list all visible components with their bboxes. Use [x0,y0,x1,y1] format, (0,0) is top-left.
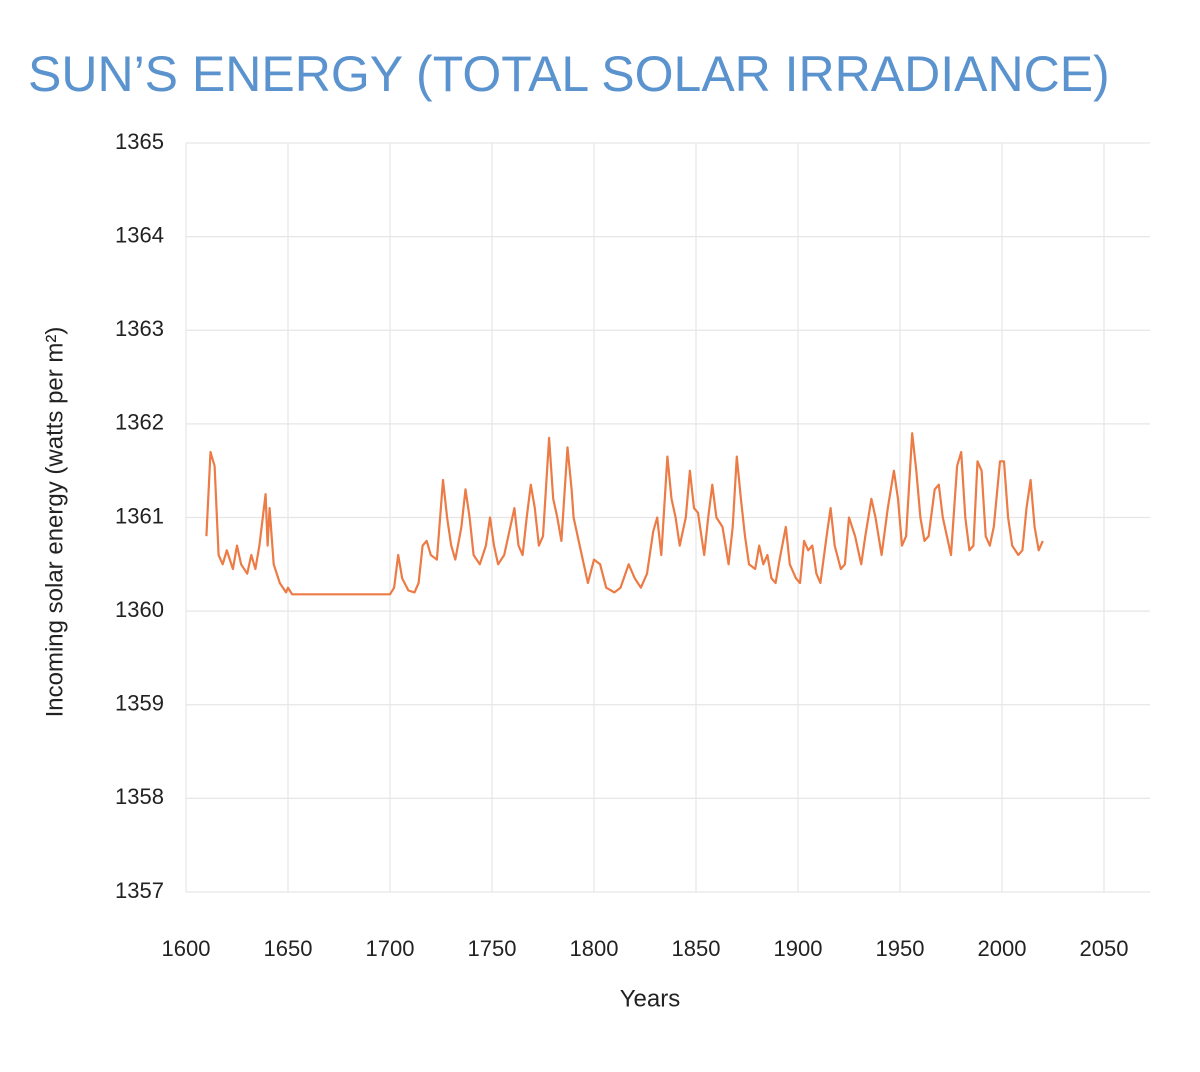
y-tick-label: 1363 [115,316,164,341]
x-tick-label: 2050 [1080,936,1129,961]
x-tick-label: 1900 [774,936,823,961]
y-tick-label: 1360 [115,597,164,622]
x-tick-label: 1950 [876,936,925,961]
y-tick-label: 1365 [115,129,164,154]
x-tick-label: 1750 [468,936,517,961]
y-tick-label: 1361 [115,503,164,528]
x-tick-label: 1600 [162,936,211,961]
x-tick-label: 1700 [366,936,415,961]
y-tick-label: 1362 [115,410,164,435]
x-axis-label: Years [620,985,681,1012]
chart-title: SUN’S ENERGY (TOTAL SOLAR IRRADIANCE) [28,46,1110,102]
x-tick-label: 1800 [570,936,619,961]
x-tick-label: 1650 [264,936,313,961]
line [205,432,1044,596]
y-tick-label: 1359 [115,691,164,716]
y-tick-label: 1358 [115,784,164,809]
y-tick-label: 1357 [115,878,164,903]
x-tick-label: 2000 [978,936,1027,961]
y-tick-label: 1364 [115,222,164,247]
x-tick-label: 1850 [672,936,721,961]
y-axis-label: Incoming solar energy (watts per m²) [41,327,68,718]
